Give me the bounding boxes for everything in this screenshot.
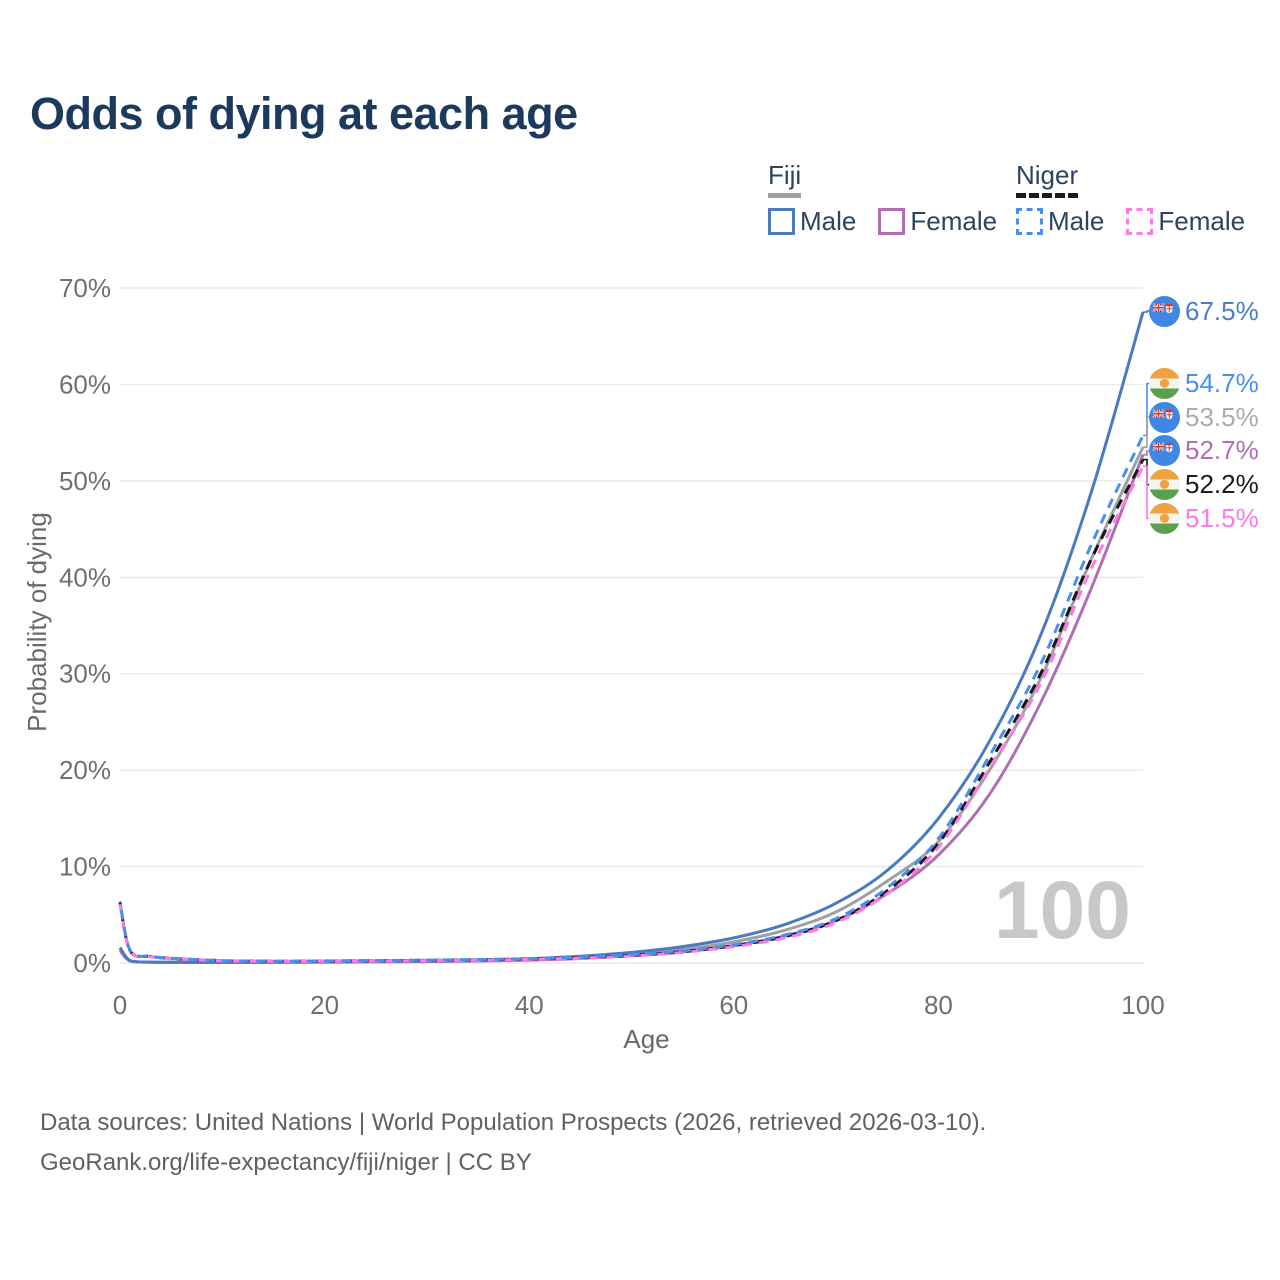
y-tick-60: 60% <box>59 369 111 399</box>
x-tick-0: 0 <box>113 990 127 1020</box>
fiji-flag-icon <box>1149 295 1180 327</box>
series-line-fiji_male[interactable] <box>118 311 1145 964</box>
x-tick-100: 100 <box>1121 990 1164 1020</box>
y-tick-30: 30% <box>59 659 111 689</box>
series-line-fiji_female[interactable] <box>118 454 1145 964</box>
legend-label-niger-male[interactable]: Male <box>1048 206 1105 236</box>
y-tick-70: 70% <box>59 273 111 303</box>
legend-label-fiji-female[interactable]: Female <box>910 206 998 236</box>
series-line-fiji_both[interactable] <box>118 446 1145 964</box>
footer-attribution: GeoRank.org/life-expectancy/fiji/niger |… <box>40 1149 532 1176</box>
fiji-flag-icon <box>1149 435 1180 467</box>
niger-flag-icon <box>1149 367 1180 399</box>
legend-group-fiji: Fiji Male Female <box>768 160 1019 237</box>
legend-label-niger-female[interactable]: Female <box>1158 206 1246 236</box>
footer: Data sources: United Nations | World Pop… <box>40 1103 986 1183</box>
end-label-value: 67.5% <box>1185 295 1259 326</box>
series-line-niger_male[interactable] <box>118 434 1145 963</box>
y-tick-40: 40% <box>59 562 111 592</box>
series-end-label-fiji_both: 53.5% <box>1149 401 1259 433</box>
end-label-value: 54.7% <box>1185 367 1259 398</box>
series-end-label-fiji_male: 67.5% <box>1149 295 1259 327</box>
page-title: Odds of dying at each age <box>30 88 578 139</box>
y-tick-20: 20% <box>59 755 111 785</box>
legend-swatch-fiji-male[interactable] <box>768 208 795 235</box>
end-label-value: 52.2% <box>1185 469 1259 500</box>
legend-group-niger: Niger Male Female <box>1016 160 1267 237</box>
x-tick-40: 40 <box>515 990 544 1020</box>
series-end-label-niger_both: 52.2% <box>1149 469 1259 501</box>
end-label-value: 51.5% <box>1185 502 1259 533</box>
series-line-niger_female[interactable] <box>118 465 1145 963</box>
legend-swatch-niger-female[interactable] <box>1126 208 1154 235</box>
y-axis-title: Probability of dying <box>22 512 52 732</box>
series-end-label-niger_male: 54.7% <box>1149 367 1259 399</box>
y-tick-50: 50% <box>59 466 111 496</box>
fiji-flag-icon <box>1149 401 1180 433</box>
x-tick-80: 80 <box>924 990 953 1020</box>
x-tick-60: 60 <box>719 990 748 1020</box>
end-label-value: 53.5% <box>1185 401 1259 432</box>
x-tick-20: 20 <box>310 990 339 1020</box>
age-watermark: 100 <box>994 865 1131 956</box>
end-label-value: 52.7% <box>1185 435 1259 466</box>
legend-country-fiji[interactable]: Fiji <box>768 160 802 198</box>
niger-flag-icon <box>1149 502 1180 534</box>
legend-swatch-fiji-female[interactable] <box>878 208 906 235</box>
series-end-label-fiji_female: 52.7% <box>1149 435 1259 467</box>
x-axis-title: Age <box>623 1024 669 1054</box>
legend-label-fiji-male[interactable]: Male <box>800 206 857 236</box>
legend-swatch-niger-male[interactable] <box>1016 208 1043 235</box>
y-tick-10: 10% <box>59 852 111 882</box>
legend-country-niger[interactable]: Niger <box>1016 160 1079 198</box>
y-tick-0: 0% <box>73 948 111 978</box>
chart-plot-area: 0% 10% 20% 30% 40% 50% 60% 70% 0 20 40 60 80 100 Age Pr… <box>22 273 1165 1054</box>
series-end-label-niger_female: 51.5% <box>1149 502 1259 534</box>
series-line-niger_both[interactable] <box>118 458 1145 963</box>
niger-flag-icon <box>1149 469 1180 501</box>
footer-data-sources: Data sources: United Nations | World Pop… <box>40 1109 987 1136</box>
